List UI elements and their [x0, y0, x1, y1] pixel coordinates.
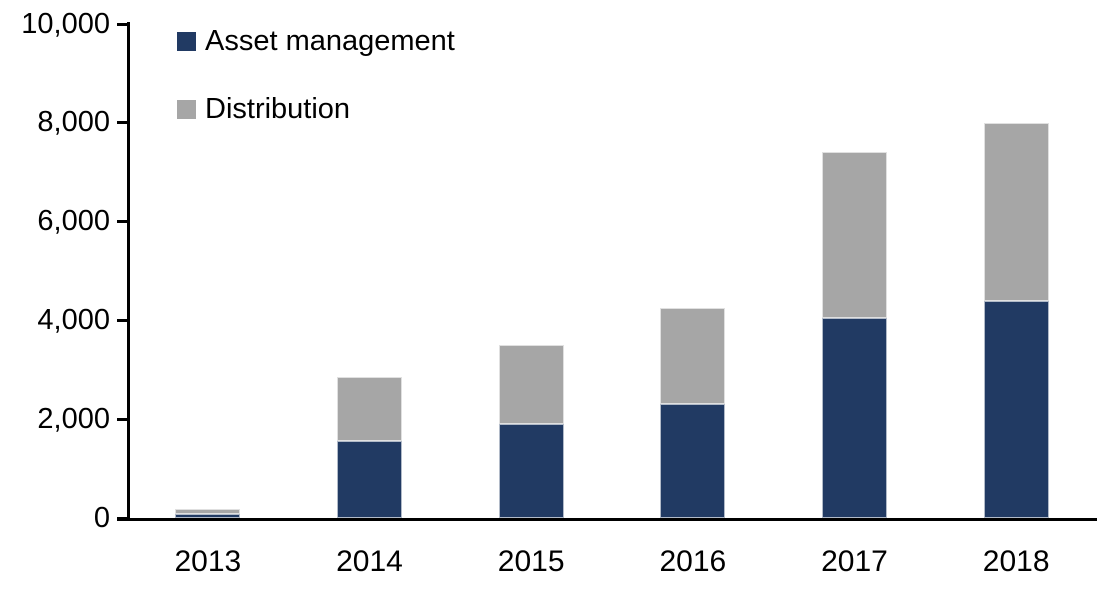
- x-tick-label-2017: 2017: [821, 545, 888, 578]
- legend-swatch-asset-management: [177, 31, 196, 51]
- x-tick-label-2016: 2016: [659, 545, 727, 578]
- y-tick-mark: [117, 516, 128, 520]
- y-tick-label: 6,000: [37, 205, 110, 238]
- bar-2013-asset-management: [175, 514, 241, 518]
- legend-label-asset-management: Asset management: [205, 24, 455, 57]
- bar-2017-distribution: [822, 152, 887, 318]
- y-tick-label: 0: [93, 501, 110, 534]
- legend-item-distribution: Distribution: [177, 93, 455, 125]
- y-tick-mark: [117, 318, 128, 322]
- legend-item-asset-management: Asset management: [177, 25, 455, 57]
- x-axis-line: [117, 518, 1097, 521]
- y-tick-mark: [117, 22, 128, 26]
- x-tick-label-2015: 2015: [497, 545, 565, 578]
- y-tick-mark: [117, 417, 128, 421]
- bar-2017-asset-management: [822, 317, 887, 518]
- y-tick-mark: [117, 220, 128, 224]
- bar-2014-asset-management: [337, 441, 402, 518]
- y-axis-line: [127, 22, 130, 521]
- bar-2013-distribution: [175, 509, 241, 515]
- y-tick-label: 8,000: [37, 106, 110, 139]
- x-tick-label-2013: 2013: [174, 545, 242, 578]
- y-tick-label: 2,000: [37, 402, 110, 435]
- bar-2015-distribution: [498, 345, 564, 425]
- x-tick-label-2018: 2018: [982, 545, 1050, 578]
- bar-2018-asset-management: [983, 300, 1049, 518]
- x-tick-label-2014: 2014: [336, 545, 403, 578]
- legend-label-distribution: Distribution: [205, 92, 351, 125]
- y-tick-label: 10,000: [21, 7, 110, 40]
- bar-2014-distribution: [337, 377, 402, 442]
- bar-2016-asset-management: [660, 404, 726, 518]
- bar-2018-distribution: [983, 122, 1049, 301]
- y-tick-label: 4,000: [37, 303, 110, 336]
- legend-swatch-distribution: [177, 99, 196, 119]
- y-tick-mark: [117, 121, 128, 125]
- bar-2016-distribution: [660, 308, 726, 405]
- bar-2015-asset-management: [498, 424, 564, 518]
- legend: Asset management Distribution: [177, 25, 455, 166]
